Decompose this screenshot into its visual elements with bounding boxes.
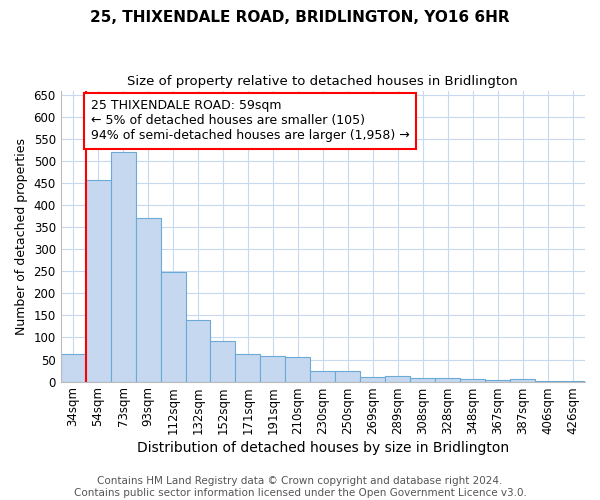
Text: 25 THIXENDALE ROAD: 59sqm
← 5% of detached houses are smaller (105)
94% of semi-: 25 THIXENDALE ROAD: 59sqm ← 5% of detach… [91, 100, 409, 142]
Bar [360, 377, 385, 382]
Bar [260, 356, 286, 382]
Bar [110, 152, 136, 382]
Bar [560, 380, 585, 382]
Bar [185, 320, 211, 382]
Text: 25, THIXENDALE ROAD, BRIDLINGTON, YO16 6HR: 25, THIXENDALE ROAD, BRIDLINGTON, YO16 6… [90, 10, 510, 25]
Bar [211, 340, 235, 382]
Bar [61, 354, 86, 382]
Bar [310, 370, 335, 382]
Bar [286, 358, 310, 382]
Bar [235, 354, 260, 382]
Bar [86, 180, 110, 382]
Bar [510, 380, 535, 382]
Bar [410, 378, 435, 382]
X-axis label: Distribution of detached houses by size in Bridlington: Distribution of detached houses by size … [137, 441, 509, 455]
Bar [485, 380, 510, 382]
Bar [435, 378, 460, 382]
Bar [161, 272, 185, 382]
Y-axis label: Number of detached properties: Number of detached properties [15, 138, 28, 334]
Bar [460, 380, 485, 382]
Title: Size of property relative to detached houses in Bridlington: Size of property relative to detached ho… [127, 75, 518, 88]
Bar [136, 218, 161, 382]
Text: Contains HM Land Registry data © Crown copyright and database right 2024.
Contai: Contains HM Land Registry data © Crown c… [74, 476, 526, 498]
Bar [335, 370, 360, 382]
Bar [385, 376, 410, 382]
Bar [535, 380, 560, 382]
